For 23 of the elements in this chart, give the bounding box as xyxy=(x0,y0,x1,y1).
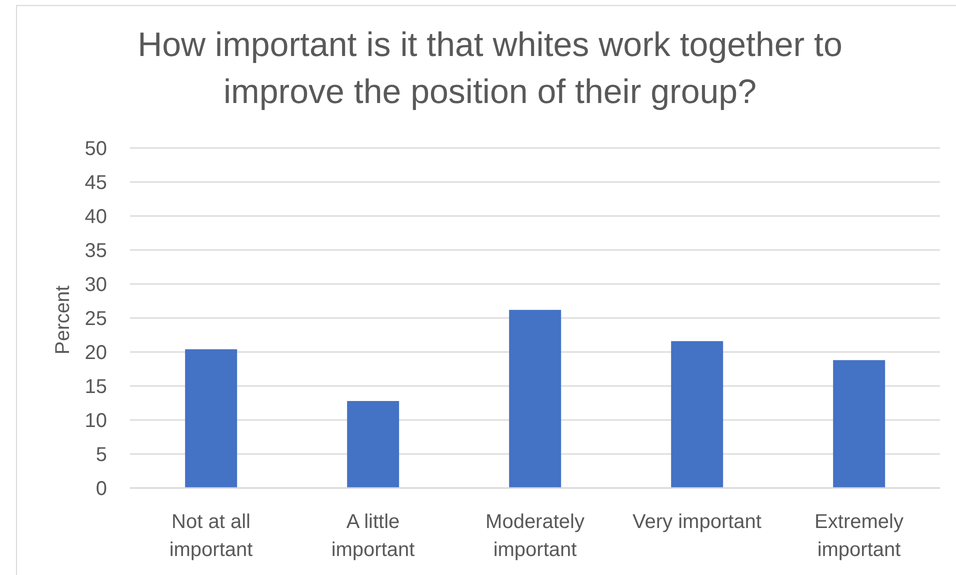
x-tick-label: Not at all important xyxy=(169,511,254,561)
x-tick-label: Extremely important xyxy=(814,511,904,561)
bar xyxy=(185,349,238,488)
bar xyxy=(347,400,400,488)
x-tick-label: A little important xyxy=(331,511,416,561)
y-tick-label: 5 xyxy=(96,444,107,466)
y-tick-label: 50 xyxy=(84,138,107,160)
y-tick-label: 30 xyxy=(84,274,107,296)
x-tick-label: Moderately important xyxy=(486,511,584,561)
y-tick-label: 0 xyxy=(96,478,107,500)
y-tick-label: 25 xyxy=(84,308,107,330)
x-tick-label: Very important xyxy=(632,511,762,533)
y-axis-title: Percent xyxy=(52,285,74,354)
y-tick-label: 35 xyxy=(84,240,107,262)
chart-title: How important is it that whites work together to improve the position of their group? xyxy=(136,25,844,113)
bar xyxy=(833,360,886,488)
y-tick-label: 40 xyxy=(84,206,107,228)
y-tick-label: 20 xyxy=(84,342,107,364)
bar xyxy=(509,310,562,488)
y-tick-label: 10 xyxy=(84,410,107,432)
y-tick-label: 45 xyxy=(84,172,107,194)
bar xyxy=(671,341,724,488)
y-tick-label: 15 xyxy=(84,376,107,398)
